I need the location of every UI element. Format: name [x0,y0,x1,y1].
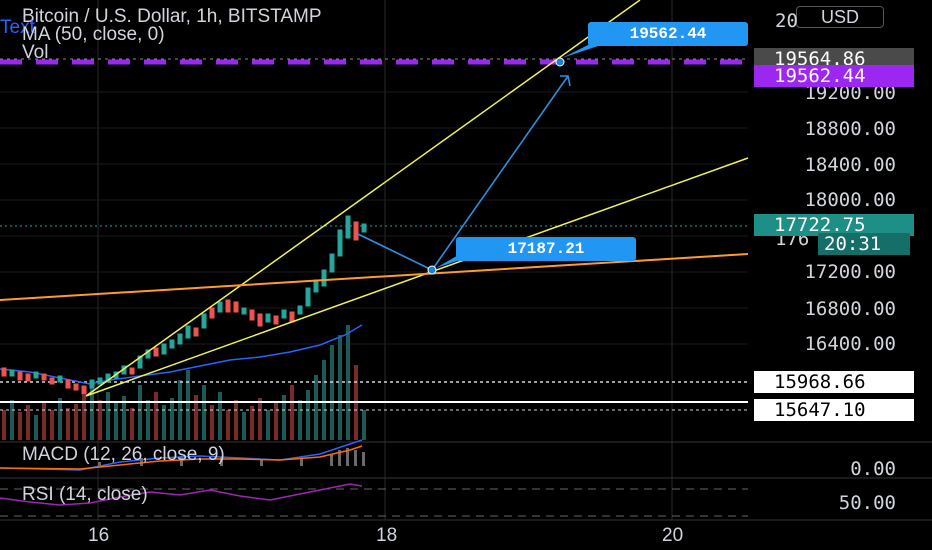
rising-wedge-lower-line[interactable] [85,157,749,397]
support-trend-line[interactable] [0,253,749,301]
rsi-line [0,483,363,506]
symbol-title: Bitcoin / U.S. Dollar, 1h, BITSTAMP [22,6,322,27]
bar-countdown-badge: 20:31 [818,233,910,255]
time-label-18: 18 [376,525,398,546]
time-label-20: 20 [662,525,684,546]
price-tick-18800: 18800.00 [804,118,896,140]
rsi-mid-tick: 50.00 [838,492,896,514]
macd-zero-tick: 0.00 [850,458,896,480]
macd-histogram [98,448,365,466]
rising-wedge-upper-line[interactable] [85,0,641,397]
text-drawing-label[interactable]: Text [0,17,35,38]
pullback-point[interactable] [427,265,437,275]
ma-indicator-label[interactable]: MA (50, close, 0) [22,24,165,45]
price-tick-19200: 19200.00 [804,82,896,104]
projection-path[interactable] [357,75,571,271]
time-label-16: 16 [88,525,110,546]
price-tick-16400: 16400.00 [804,333,896,355]
level-upper-badge: 19564.86 [754,48,914,70]
support-1-badge: 15968.66 [754,371,914,393]
rsi-indicator-label[interactable]: RSI (14, close) [22,484,148,505]
price-tick-16800: 16800.00 [804,298,896,320]
target-point[interactable] [555,57,565,67]
macd-line [0,439,363,471]
price-tick-18000: 18000.00 [804,189,896,211]
price-tick-18400: 18400.00 [804,154,896,176]
ma-line [0,324,363,385]
pullback-callout[interactable]: 17187.21 [456,237,636,261]
last-price-badge: 17722.75 [754,214,914,236]
currency-button[interactable]: USD [796,6,884,28]
volume-indicator-label[interactable]: Vol [22,42,49,63]
macd-indicator-label[interactable]: MACD (12, 26, close, 9) [22,444,225,465]
target-callout[interactable]: 19562.44 [588,22,748,46]
candlesticks [1,215,367,395]
price-grid [0,91,748,345]
support-2-badge: 15647.10 [754,399,914,421]
target-callout-pointer [562,44,604,58]
macd-signal-line [0,445,363,470]
target-price-badge: 19562.44 [754,65,914,87]
price-tick-17200: 17200.00 [804,261,896,283]
price-tick-top: 20 [775,10,798,32]
